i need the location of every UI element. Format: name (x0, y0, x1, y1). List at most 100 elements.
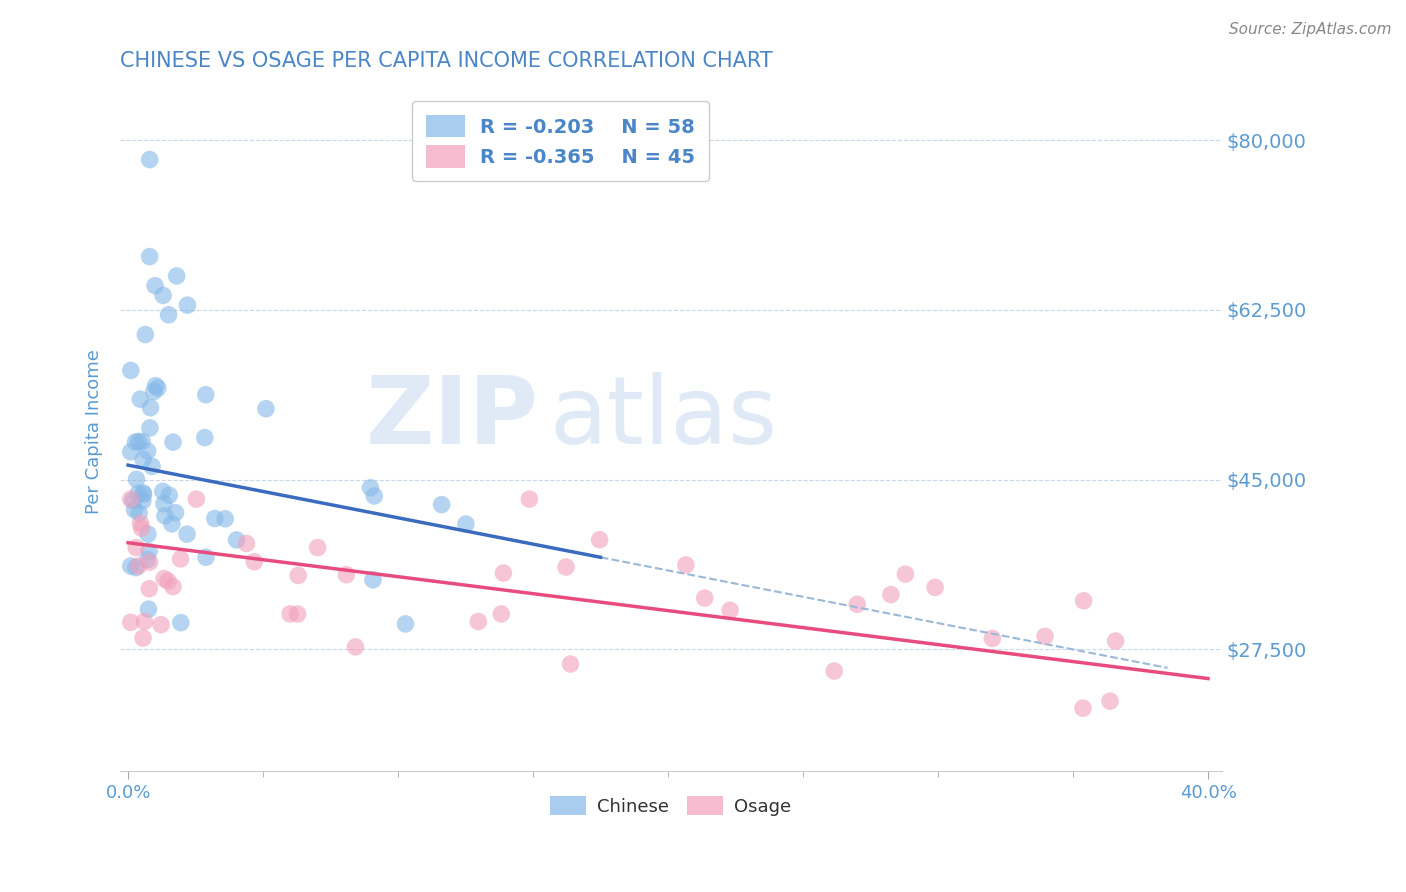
Point (125, 472, 148, 486)
Point (287, 607, 309, 621)
Point (138, 602, 160, 616)
Point (153, 508, 176, 523)
Point (360, 481, 382, 495)
Point (129, 392, 152, 406)
Text: ZIP: ZIP (366, 372, 538, 464)
Point (235, 536, 257, 550)
Point (924, 580, 946, 594)
Point (127, 559, 149, 574)
Point (157, 308, 180, 322)
Point (491, 607, 513, 621)
Point (588, 533, 610, 547)
Point (361, 573, 384, 587)
Text: Source: ZipAtlas.com: Source: ZipAtlas.com (1229, 22, 1392, 37)
Point (128, 434, 150, 449)
Point (166, 268, 188, 283)
Point (152, 484, 174, 499)
Point (254, 401, 277, 416)
Text: atlas: atlas (550, 372, 778, 464)
Point (675, 558, 697, 572)
Point (176, 527, 198, 541)
Point (124, 502, 146, 516)
Point (153, 497, 176, 511)
Point (145, 378, 167, 392)
Point (136, 444, 159, 458)
Point (1099, 694, 1122, 708)
Point (846, 598, 869, 612)
Point (131, 434, 153, 449)
Point (204, 511, 226, 525)
Point (344, 640, 367, 654)
Point (152, 288, 174, 302)
Point (194, 431, 217, 445)
Point (141, 459, 163, 474)
Point (132, 631, 155, 645)
Y-axis label: Per Capita Income: Per Capita Income (86, 349, 103, 514)
Point (1033, 629, 1056, 643)
Point (169, 552, 191, 566)
Point (560, 657, 582, 671)
Point (125, 560, 148, 574)
Point (454, 517, 477, 532)
Point (139, 401, 162, 415)
Point (157, 574, 180, 589)
Point (150, 617, 173, 632)
Point (555, 560, 578, 574)
Point (176, 298, 198, 312)
Point (1071, 701, 1094, 715)
Point (718, 603, 741, 617)
Point (1104, 634, 1126, 648)
Point (880, 588, 903, 602)
Text: CHINESE VS OSAGE PER CAPITA INCOME CORRELATION CHART: CHINESE VS OSAGE PER CAPITA INCOME CORRE… (120, 51, 772, 70)
Point (157, 488, 180, 502)
Point (120, 615, 142, 630)
Point (139, 421, 162, 435)
Point (127, 486, 149, 500)
Point (120, 492, 142, 507)
Point (132, 487, 155, 501)
Point (307, 541, 329, 555)
Point (136, 552, 159, 566)
Point (430, 498, 453, 512)
Point (214, 512, 236, 526)
Point (278, 607, 301, 621)
Point (120, 558, 142, 573)
Point (136, 527, 159, 541)
Point (467, 615, 489, 629)
Point (225, 533, 247, 547)
Point (138, 555, 160, 569)
Point (194, 387, 217, 401)
Point (120, 363, 142, 377)
Point (162, 435, 184, 450)
Point (363, 489, 385, 503)
Point (146, 381, 169, 395)
Point (981, 632, 1004, 646)
Point (823, 664, 845, 678)
Point (160, 516, 183, 531)
Legend: Chinese, Osage: Chinese, Osage (543, 789, 799, 822)
Point (138, 153, 160, 167)
Point (121, 493, 143, 508)
Point (134, 327, 156, 342)
Point (519, 492, 541, 507)
Point (138, 582, 160, 596)
Point (143, 278, 166, 293)
Point (170, 615, 193, 630)
Point (186, 492, 208, 507)
Point (287, 568, 309, 582)
Point (129, 516, 152, 531)
Point (138, 250, 160, 264)
Point (132, 452, 155, 467)
Point (162, 580, 184, 594)
Point (243, 555, 266, 569)
Point (125, 541, 148, 555)
Point (335, 567, 357, 582)
Point (153, 572, 176, 586)
Point (165, 506, 187, 520)
Point (120, 444, 142, 458)
Point (142, 384, 165, 399)
Point (134, 615, 156, 629)
Point (194, 550, 217, 565)
Point (138, 544, 160, 558)
Point (693, 591, 716, 605)
